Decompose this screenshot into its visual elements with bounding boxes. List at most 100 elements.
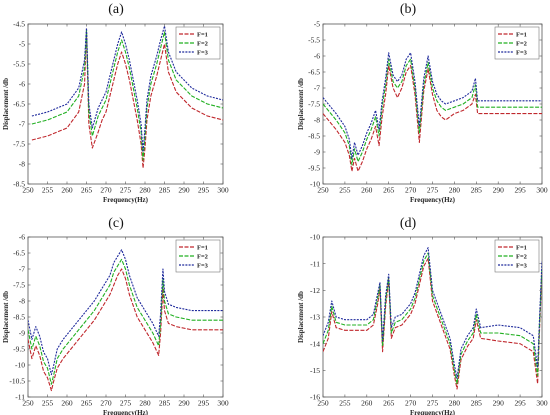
x-tick-label: 290: [178, 186, 190, 195]
y-tick-label: -13: [310, 313, 320, 322]
x-tick-label: 280: [449, 399, 461, 408]
x-tick-label: 285: [159, 186, 171, 195]
series-group: [28, 249, 223, 392]
y-tick-label: -8: [314, 116, 320, 125]
y-axis-title: Displacement /db: [297, 291, 305, 343]
y-axis-title: Displacement /db: [2, 291, 10, 343]
series-line-f2: [323, 252, 542, 385]
x-tick-label: 250: [317, 399, 329, 408]
x-tick-label: 275: [427, 399, 439, 408]
x-tick-label: 270: [405, 399, 417, 408]
panel-label: (d): [400, 216, 417, 231]
y-tick-label: -9: [314, 148, 320, 157]
y-tick-label: -7: [19, 265, 25, 274]
x-tick-label: 255: [339, 399, 351, 408]
x-tick-label: 265: [383, 186, 395, 195]
x-tick-label: 255: [339, 186, 351, 195]
series-line-f1: [323, 65, 542, 172]
y-tick-label: -10: [310, 233, 320, 242]
x-tick-label: 275: [120, 186, 132, 195]
chart-panel-2: (b) 250 255 260 265 270 275 280 285 290 295 300 -10 -…: [297, 2, 548, 204]
x-tick-label: 250: [317, 186, 329, 195]
x-tick-label: 290: [493, 399, 505, 408]
y-tick-label: -8.5: [308, 132, 320, 141]
series-line-f2: [28, 258, 223, 385]
x-tick-label: 290: [493, 186, 505, 195]
y-tick-label: -5.5: [308, 36, 320, 45]
x-tick-label: 255: [42, 186, 54, 195]
y-tick-label: -7: [19, 120, 25, 129]
x-tick-label: 275: [120, 399, 132, 408]
y-tick-label: -7: [314, 84, 320, 93]
y-tick-label: -5: [314, 20, 320, 29]
series-line-f3: [31, 25, 223, 153]
x-tick-label: 280: [139, 399, 151, 408]
y-tick-label: -9.5: [13, 345, 25, 354]
y-tick-label: -4.5: [13, 20, 25, 29]
legend: F=1 F=2 F=3: [494, 239, 540, 273]
legend-label: F=2: [197, 253, 208, 260]
legend-label: F=3: [516, 262, 528, 269]
chart-panel-1: (a) 250 255 260 265 270 275 280 285 290 295 300 -8.5…: [2, 2, 229, 204]
legend-box: [175, 26, 221, 60]
series-line-f1: [28, 268, 223, 392]
x-tick-label: 270: [100, 186, 112, 195]
series-group: [323, 247, 542, 390]
x-tick-label: 260: [361, 186, 373, 195]
legend-label: F=3: [197, 49, 209, 56]
legend-label: F=3: [197, 262, 209, 269]
y-tick-label: -6.5: [13, 100, 25, 109]
y-tick-label: -10: [310, 180, 320, 189]
legend-label: F=1: [516, 31, 527, 38]
x-tick-label: 265: [81, 186, 93, 195]
y-tick-label: -9.5: [308, 164, 320, 173]
y-tick-label: -14: [310, 339, 320, 348]
x-axis-title: Frequency(Hz): [103, 409, 149, 415]
x-tick-label: 300: [536, 186, 548, 195]
legend-label: F=2: [516, 40, 527, 47]
legend-label: F=2: [197, 40, 208, 47]
y-tick-label: -8: [19, 297, 25, 306]
legend-box: [175, 239, 221, 273]
y-tick-label: -7.5: [13, 281, 25, 290]
y-tick-label: -12: [310, 286, 320, 295]
x-tick-label: 260: [61, 186, 73, 195]
x-tick-label: 290: [178, 399, 190, 408]
legend: F=1 F=2 F=3: [494, 26, 540, 60]
series-line-f3: [323, 52, 542, 159]
y-tick-label: -7.5: [13, 140, 25, 149]
y-tick-label: -5.5: [13, 60, 25, 69]
series-line-f2: [323, 58, 542, 166]
panel-label: (a): [108, 2, 124, 17]
x-tick-label: 280: [139, 186, 151, 195]
x-tick-label: 295: [514, 399, 526, 408]
legend-label: F=1: [197, 244, 208, 251]
legend-box: [494, 239, 540, 273]
y-tick-label: -8: [19, 160, 25, 169]
y-axis-title: Displacement /db: [297, 78, 305, 130]
x-axis-title: Frequency(Hz): [410, 409, 456, 415]
x-tick-label: 270: [405, 186, 417, 195]
legend-box: [494, 26, 540, 60]
legend-label: F=3: [516, 49, 528, 56]
x-tick-label: 280: [449, 186, 461, 195]
x-tick-label: 295: [198, 186, 210, 195]
x-tick-label: 295: [198, 399, 210, 408]
x-axis-title: Frequency(Hz): [410, 196, 456, 204]
x-tick-label: 285: [471, 399, 483, 408]
y-tick-label: -10.5: [9, 377, 25, 386]
chart-panel-4: (d) 250 255 260 265 270 275 280 285 290 295 300 -16 -…: [297, 216, 548, 415]
legend-label: F=2: [516, 253, 527, 260]
y-tick-label: -6.5: [308, 68, 320, 77]
legend-label: F=1: [197, 31, 208, 38]
y-tick-label: -6: [314, 52, 320, 61]
x-tick-label: 300: [217, 186, 229, 195]
x-tick-label: 250: [22, 186, 34, 195]
y-tick-label: -11: [15, 393, 25, 402]
legend-label: F=1: [516, 244, 527, 251]
x-tick-label: 285: [159, 399, 171, 408]
x-tick-label: 300: [536, 399, 548, 408]
y-tick-label: -10: [15, 361, 25, 370]
legend: F=1 F=2 F=3: [175, 239, 221, 273]
y-tick-label: -6: [19, 80, 25, 89]
